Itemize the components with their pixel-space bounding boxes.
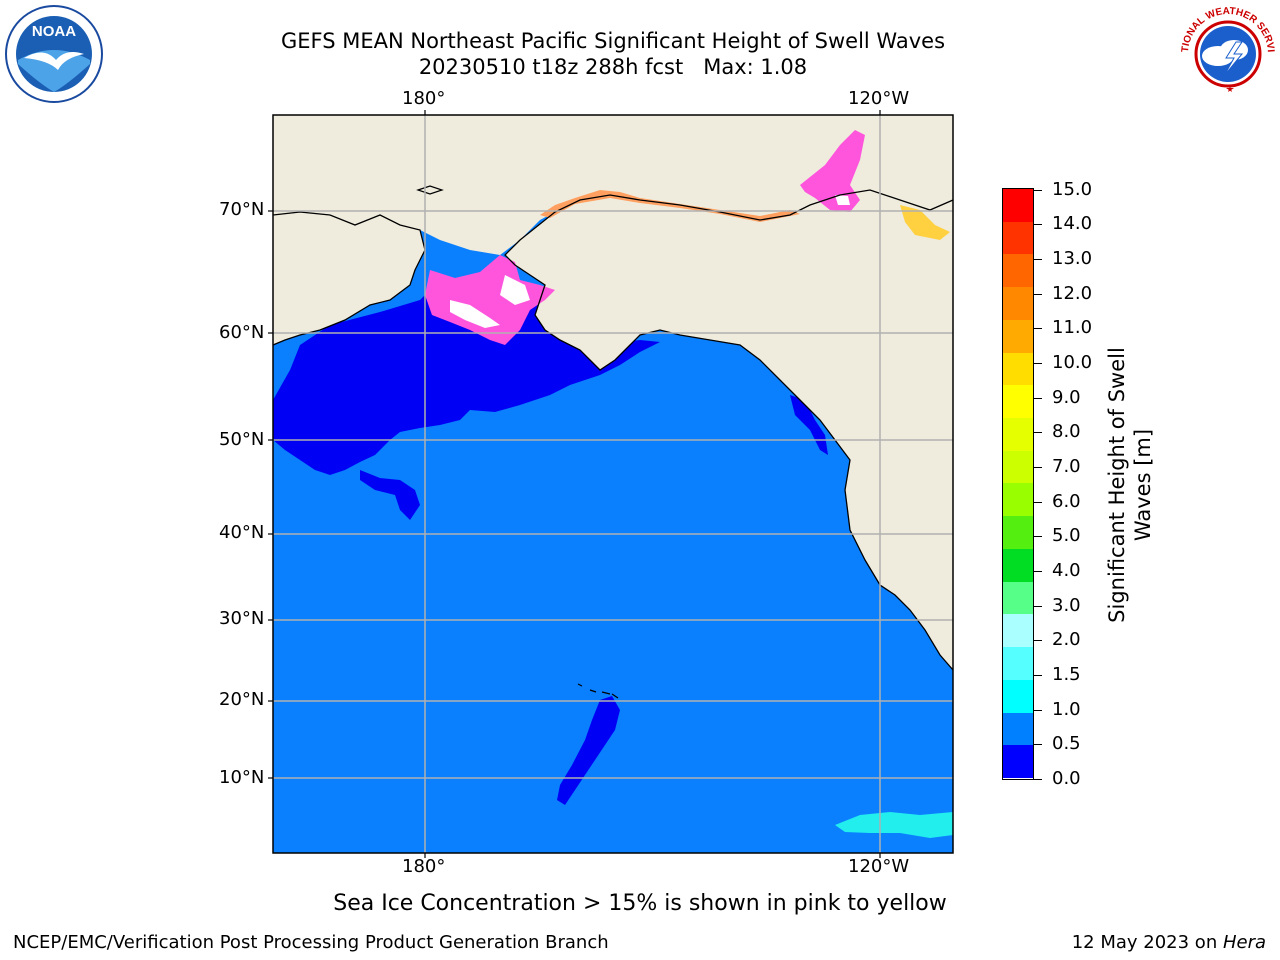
colorbar-tick [1034,536,1042,538]
low-swell-region-aleutian-tail [360,470,420,520]
colorbar-segment [1003,516,1033,549]
colorbar-segment [1003,581,1033,615]
colorbar-segment [1003,483,1033,517]
footer-date: 12 May 2023 on Hera [1072,932,1266,954]
map-layers [273,115,953,853]
lon-label-bottom-180: 180° [402,856,446,877]
sea-ice-bering [425,255,555,345]
footer-credit: NCEP/EMC/Verification Post Processing Pr… [13,932,609,953]
colorbar-segment [1003,712,1033,746]
sea-ice-yellow-patch [900,205,950,240]
colorbar-segment [1003,647,1033,680]
colorbar-segment [1003,385,1033,419]
sea-ice-note: Sea Ice Concentration > 15% is shown in … [333,891,947,916]
colorbar-tick-label: 1.0 [1052,698,1081,720]
colorbar-tick-label: 0.5 [1052,733,1081,755]
swell-region-cyan [835,812,953,838]
lon-label-top-180: 180° [402,88,446,109]
lat-label-40n: 40°N [219,522,265,543]
colorbar-tick [1034,640,1042,642]
sea-ice-bering-white-2 [500,275,530,305]
map-frame [272,114,954,854]
land-north-america [505,190,953,670]
lon-label-top-120w: 120°W [848,88,910,109]
colorbar-tick-label: 10.0 [1052,351,1093,373]
coastline-hawaii [577,683,619,699]
lat-label-60n: 60°N [219,322,265,343]
colorbar-tick [1034,224,1042,226]
colorbar-tick [1034,501,1042,503]
colorbar-tick [1034,674,1042,676]
colorbar-tick-label: 0.0 [1052,768,1081,789]
land-chukotka [273,212,425,345]
colorbar-tick-label: 1.5 [1052,663,1081,685]
colorbar-segment [1003,548,1033,582]
graticule [273,115,953,853]
lat-label-20n: 20°N [219,689,265,710]
footer-date-text: 12 May 2023 on [1071,932,1223,953]
chart-title: GEFS MEAN Northeast Pacific Significant … [280,29,946,53]
colorbar-tick [1034,466,1042,468]
colorbar-segment [1003,221,1033,255]
lon-label-bottom-120w: 120°W [848,856,910,877]
map-ticks [268,110,881,858]
lat-label-70n: 70°N [219,199,265,220]
colorbar-segment [1003,614,1033,648]
colorbar-tick [1034,362,1042,364]
colorbar-tick-label: 4.0 [1052,559,1081,581]
colorbar-segment [1003,352,1033,386]
colorbar-tick [1034,328,1042,330]
colorbar-tick-label: 6.0 [1052,490,1081,512]
colorbar-tick-label: 3.0 [1052,594,1081,616]
coastline-wrangel [416,185,444,195]
colorbar [1002,188,1034,780]
footer-host: Hera [1222,932,1266,953]
colorbar-tick [1034,570,1042,572]
colorbar-tick-label: 2.0 [1052,629,1081,651]
colorbar-tick [1034,605,1042,607]
sea-ice-hudson-white [835,195,850,205]
nws-logo: NATIONAL WEATHER SERVICE [1178,4,1276,102]
colorbar-tick [1034,432,1042,434]
sea-ice-arctic-coast [540,190,800,222]
colorbar-tick [1034,709,1042,711]
colorbar-tick-label: 15.0 [1052,178,1093,200]
sea-ice-hudson [800,130,865,212]
colorbar-tick-label: 14.0 [1052,213,1093,235]
colorbar-segment [1003,319,1033,353]
lat-label-50n: 50°N [219,429,265,450]
land-west [273,115,953,255]
colorbar-segment [1003,287,1033,320]
lat-label-30n: 30°N [219,608,265,629]
colorbar-segment [1003,254,1033,288]
colorbar-tick [1034,397,1042,399]
noaa-logo-text: NOAA [32,23,76,40]
colorbar-tick-label: 13.0 [1052,247,1093,269]
colorbar-tick [1034,258,1042,260]
chart-subtitle: 20230510 t18z 288h fcst Max: 1.08 [418,55,808,79]
colorbar-tick-label: 8.0 [1052,421,1081,443]
coastline-north-america [504,189,953,671]
colorbar-tick [1034,293,1042,295]
colorbar-segment [1003,745,1033,778]
colorbar-tick [1034,189,1042,191]
lat-label-10n: 10°N [219,767,265,788]
colorbar-title: Significant Height of Swell Waves [m] [1105,347,1155,623]
colorbar-tick-label: 9.0 [1052,386,1081,408]
colorbar-tick-label: 7.0 [1052,455,1081,477]
colorbar-tick-label: 11.0 [1052,317,1093,339]
colorbar-tick-label: 12.0 [1052,282,1093,304]
colorbar-segment [1003,418,1033,451]
colorbar-segment [1003,679,1033,713]
sea-ice-bering-white [450,300,500,328]
coastline-siberia [273,211,426,346]
colorbar-segment [1003,450,1033,484]
colorbar-segment [1003,189,1033,222]
colorbar-tick [1034,744,1042,746]
colorbar-tick-label: 5.0 [1052,525,1081,547]
noaa-logo: NOAA [5,5,103,103]
colorbar-tick [1034,779,1042,780]
